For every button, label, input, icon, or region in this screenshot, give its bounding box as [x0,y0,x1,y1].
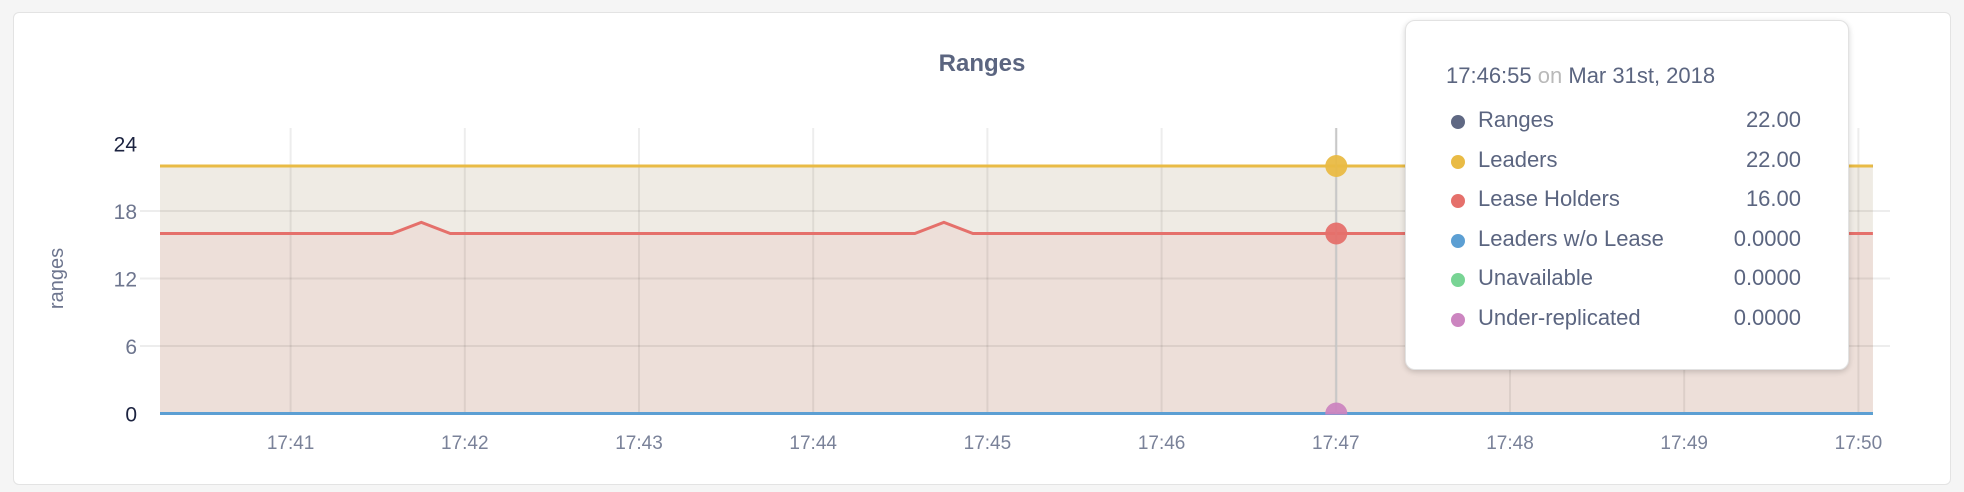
tooltip-series-label: Ranges [1478,107,1554,132]
series-line-lease-holders [160,220,1873,235]
tooltip-row: Leaders w/o Lease 0.0000 [1446,222,1801,262]
y-tick-label: 0 [125,404,137,427]
tooltip-series-label: Leaders [1478,146,1558,172]
tooltip-series-value: 16.00 [1745,186,1801,211]
tooltip-series-value: 0.0000 [1733,225,1801,251]
x-tick-label: 17:41 [267,433,315,454]
x-tick-label: 17:46 [1138,433,1186,454]
series-dot-icon [1451,194,1465,208]
hover-marker-under-replicated [1325,402,1348,415]
tooltip-row: Ranges 22.00 [1446,103,1801,143]
hover-marker-lease-holders [1325,222,1348,245]
y-tick-label: 12 [114,269,137,292]
tooltip-row: Leaders 22.00 [1446,143,1801,183]
x-tick-label: 17:50 [1835,433,1883,454]
x-tick-label: 17:47 [1312,433,1360,454]
y-tick-label: 18 [114,201,137,224]
x-tick-label: 17:48 [1486,433,1534,454]
y-axis-label: ranges [46,248,68,309]
tooltip-series-label: Leaders w/o Lease [1478,225,1664,251]
y-tick-label: 6 [125,336,137,359]
x-tick-label: 17:44 [789,433,837,454]
hover-markers [1325,155,1348,415]
chart-title: Ranges [938,50,1026,77]
tooltip-time: 17:46:55 [1446,63,1532,88]
y-tick-label: 24 [114,134,138,157]
tooltip-series-value: 22.00 [1745,146,1801,172]
tooltip-timestamp: 17:46:55 on Mar 31st, 2018 [1446,63,1715,89]
tooltip-row: Unavailable 0.0000 [1446,261,1801,301]
tooltip-series-value: 0.0000 [1733,265,1801,290]
x-tick-label: 17:43 [615,433,663,454]
series-dot-icon [1451,154,1465,169]
series-dot-icon [1451,115,1465,129]
series-dot-icon [1451,233,1465,248]
tooltip-row: Under-replicated 0.0000 [1446,301,1801,341]
x-tick-label: 17:45 [964,433,1012,454]
x-tick-label: 17:49 [1660,433,1708,454]
tooltip-date: Mar 31st, 2018 [1568,63,1716,88]
tooltip-row: Lease Holders 16.00 [1446,182,1801,222]
hover-tooltip: 17:46:55 on Mar 31st, 2018 Ranges 22.00 Le… [1405,20,1849,370]
tooltip-series-label: Under-replicated [1478,304,1641,330]
series-dot-icon [1451,312,1465,327]
tooltip-series-label: Unavailable [1478,265,1593,290]
series-dot-icon [1451,273,1465,287]
tooltip-series-value: 22.00 [1745,107,1801,132]
tooltip-series-value: 0.0000 [1733,304,1801,330]
tooltip-series-label: Lease Holders [1478,186,1620,211]
hover-marker-leaders [1325,155,1348,177]
tooltip-on: on [1537,63,1563,88]
x-tick-label: 17:42 [441,433,489,454]
